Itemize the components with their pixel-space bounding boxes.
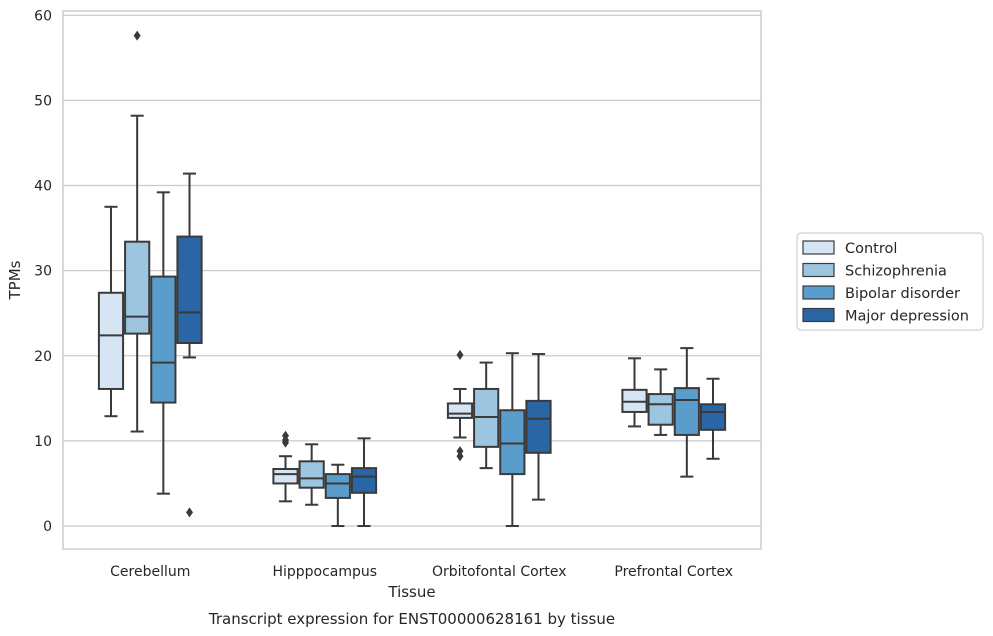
box-body [446, 402, 474, 419]
box-3-0 [621, 357, 648, 428]
box-0-3 [176, 172, 203, 518]
box-body [176, 235, 203, 344]
legend-swatch-0 [802, 240, 835, 255]
y-axis-label: TPMs [6, 260, 24, 300]
legend-swatch-2 [802, 285, 835, 300]
x-tick-labels: Cerebellum Hipppocampus Orbitofontal Corte… [110, 564, 733, 580]
chart-caption: Transcript expression for ENST0000062816… [208, 610, 615, 628]
box-2-3 [525, 353, 552, 501]
box-1-1 [298, 443, 325, 506]
box-body [673, 387, 700, 436]
plot-frame [62, 10, 762, 550]
box-3-1 [647, 368, 674, 436]
box-2-0 [446, 349, 474, 462]
outlier-point [456, 451, 464, 462]
x-tick-label-0: Cerebellum [110, 564, 190, 580]
grid-lines [63, 14, 761, 527]
outlier-point [133, 30, 141, 41]
box-body [525, 399, 552, 454]
boxes-layer [97, 30, 727, 528]
legend-swatch-1 [802, 262, 835, 278]
box-body [272, 467, 299, 485]
box-3-2 [673, 347, 700, 478]
box-1-0 [272, 430, 299, 503]
y-tick-label-60: 60 [34, 8, 52, 24]
y-tick-label-20: 20 [34, 349, 52, 365]
outlier-point [281, 430, 289, 441]
x-tick-label-2: Orbitofontal Cortex [432, 564, 567, 580]
box-body [124, 240, 151, 335]
box-1-2 [324, 463, 351, 528]
legend-label-2: Bipolar disorder [845, 286, 960, 302]
x-tick-label-1: Hipppocampus [272, 564, 377, 580]
box-3-3 [699, 377, 727, 460]
outlier-point [456, 349, 464, 360]
box-0-0 [97, 205, 125, 418]
legend-swatch-3 [802, 307, 835, 323]
x-tick-label-3: Prefrontal Cortex [614, 564, 733, 580]
legend: Control Schizophrenia Bipolar disorder Majo… [796, 232, 984, 331]
box-1-3 [350, 437, 378, 528]
y-tick-label-50: 50 [34, 93, 52, 109]
box-body [350, 467, 378, 494]
y-tick-label-10: 10 [34, 434, 52, 450]
legend-frame [796, 232, 984, 331]
box-body [699, 403, 727, 431]
y-tick-label-40: 40 [34, 179, 52, 195]
box-body [150, 275, 177, 404]
box-2-1 [473, 361, 500, 470]
box-0-1 [124, 30, 151, 433]
outlier-point [456, 446, 464, 457]
y-tick-label-0: 0 [43, 519, 52, 535]
box-0-2 [150, 191, 177, 495]
outlier-point [186, 507, 194, 518]
x-axis-label: Tissue [387, 583, 435, 601]
box-body [298, 460, 325, 489]
box-body [647, 393, 674, 426]
legend-label-1: Schizophrenia [845, 264, 947, 280]
box-body [97, 291, 125, 390]
box-body [499, 409, 526, 476]
y-tick-label-30: 30 [34, 264, 52, 280]
box-2-2 [499, 352, 526, 528]
y-tick-labels: 0 10 20 30 40 50 60 [34, 8, 52, 535]
legend-label-0: Control [845, 241, 897, 257]
box-body [324, 473, 351, 499]
legend-label-3: Major depression [845, 309, 969, 325]
